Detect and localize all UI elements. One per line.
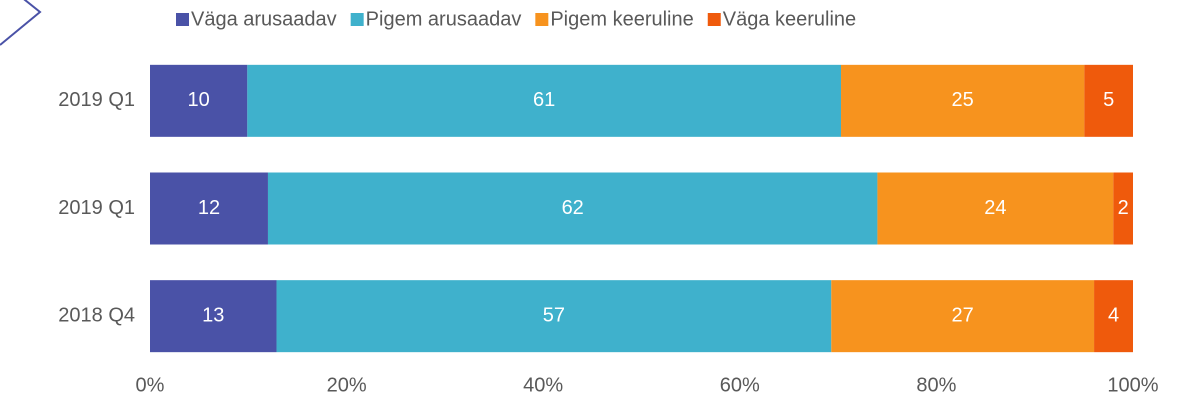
x-tick-label: 20% — [327, 374, 367, 396]
legend-swatch — [535, 13, 549, 26]
legend-swatch — [350, 13, 364, 26]
decoration — [0, 0, 42, 46]
bar-segment — [841, 64, 1085, 137]
bar-segment — [276, 280, 832, 353]
data-label: 5 — [1103, 89, 1114, 111]
legend-label: Väga keeruline — [723, 8, 856, 30]
y-tick-label: 2018 Q4 — [58, 304, 135, 326]
legend-swatch — [176, 13, 189, 26]
data-label: 27 — [952, 304, 974, 326]
bar-segment — [150, 280, 277, 353]
bar-segment — [831, 280, 1095, 353]
data-label: 62 — [562, 197, 584, 219]
legend-label: Pigem arusaadav — [366, 8, 522, 30]
data-label: 24 — [984, 197, 1006, 219]
data-label: 2 — [1118, 197, 1129, 219]
legend-label: Väga arusaadav — [191, 8, 337, 30]
data-label: 12 — [198, 197, 220, 219]
bar-segment — [247, 64, 842, 137]
x-tick-label: 0% — [136, 374, 165, 396]
y-tick-label: 2019 Q1 — [58, 89, 135, 111]
bar-segment — [877, 172, 1114, 245]
bar-segment — [1113, 172, 1133, 245]
legend-label: Pigem keeruline — [550, 8, 693, 30]
x-tick-label: 80% — [916, 374, 956, 396]
data-label: 10 — [188, 89, 210, 111]
x-tick-label: 60% — [720, 374, 760, 396]
bar-segment — [150, 64, 248, 137]
data-label: 13 — [202, 304, 224, 326]
data-label: 25 — [952, 89, 974, 111]
data-label: 4 — [1108, 304, 1119, 326]
x-tick-label: 40% — [523, 374, 563, 396]
data-label: 57 — [543, 304, 565, 326]
y-tick-label: 2019 Q1 — [58, 197, 135, 219]
x-tick-label: 100% — [1107, 374, 1158, 396]
bar-segment — [1094, 280, 1133, 353]
bar-segment — [267, 172, 878, 245]
data-label: 61 — [533, 89, 555, 111]
bar-segment — [150, 172, 268, 245]
legend-swatch — [707, 13, 721, 26]
bar-segment — [1084, 64, 1133, 137]
